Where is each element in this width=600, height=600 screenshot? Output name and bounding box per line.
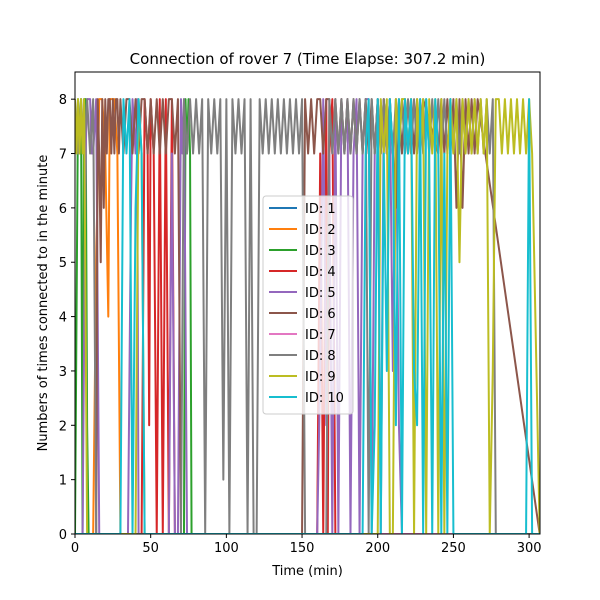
x-tick-label: 100 <box>214 541 239 556</box>
legend-entry-label: ID: 7 <box>305 328 336 343</box>
y-axis-label: Numbers of times connected to in the min… <box>36 155 51 452</box>
x-tick-label: 50 <box>142 541 159 556</box>
y-tick-label: 3 <box>59 365 67 380</box>
chart-title: Connection of rover 7 (Time Elapse: 307.… <box>130 50 486 68</box>
legend-entry-label: ID: 3 <box>305 244 336 259</box>
x-tick-label: 300 <box>517 541 542 556</box>
legend-entry-label: ID: 9 <box>305 370 336 385</box>
y-tick-label: 6 <box>59 202 67 217</box>
series-line-id-9 <box>75 98 540 534</box>
y-tick-label: 5 <box>59 256 67 271</box>
x-tick-label: 0 <box>71 541 79 556</box>
y-tick-label: 1 <box>59 474 67 489</box>
y-tick-label: 2 <box>59 419 67 434</box>
legend-entry-label: ID: 1 <box>305 202 336 217</box>
series-line-id-8 <box>75 98 540 534</box>
x-tick-label: 200 <box>365 541 390 556</box>
legend-entry-label: ID: 5 <box>305 286 336 301</box>
x-axis: 0 50 100 150 200 250 300 <box>71 534 542 556</box>
series-line-id-10 <box>75 98 540 534</box>
legend-entry-label: ID: 6 <box>305 307 336 322</box>
x-axis-label: Time (min) <box>271 564 343 579</box>
legend-entry-label: ID: 4 <box>305 265 336 280</box>
plot-frame <box>74 71 541 535</box>
y-tick-label: 7 <box>59 148 67 163</box>
y-tick-label: 8 <box>59 93 67 108</box>
legend-entry-label: ID: 2 <box>305 223 336 238</box>
x-tick-label: 150 <box>290 541 315 556</box>
series-layer <box>75 98 540 534</box>
legend: ID: 1 ID: 2 ID: 3 ID: 4 ID: 5 ID: 6 ID: 7 ID: 8… <box>262 195 354 415</box>
y-axis: 0 1 2 3 4 5 6 7 8 <box>59 93 75 543</box>
y-tick-label: 0 <box>59 528 67 543</box>
legend-entry-label: ID: 8 <box>305 349 336 364</box>
legend-entry-label: ID: 10 <box>305 391 344 406</box>
x-tick-label: 250 <box>441 541 466 556</box>
y-tick-label: 4 <box>59 311 67 326</box>
